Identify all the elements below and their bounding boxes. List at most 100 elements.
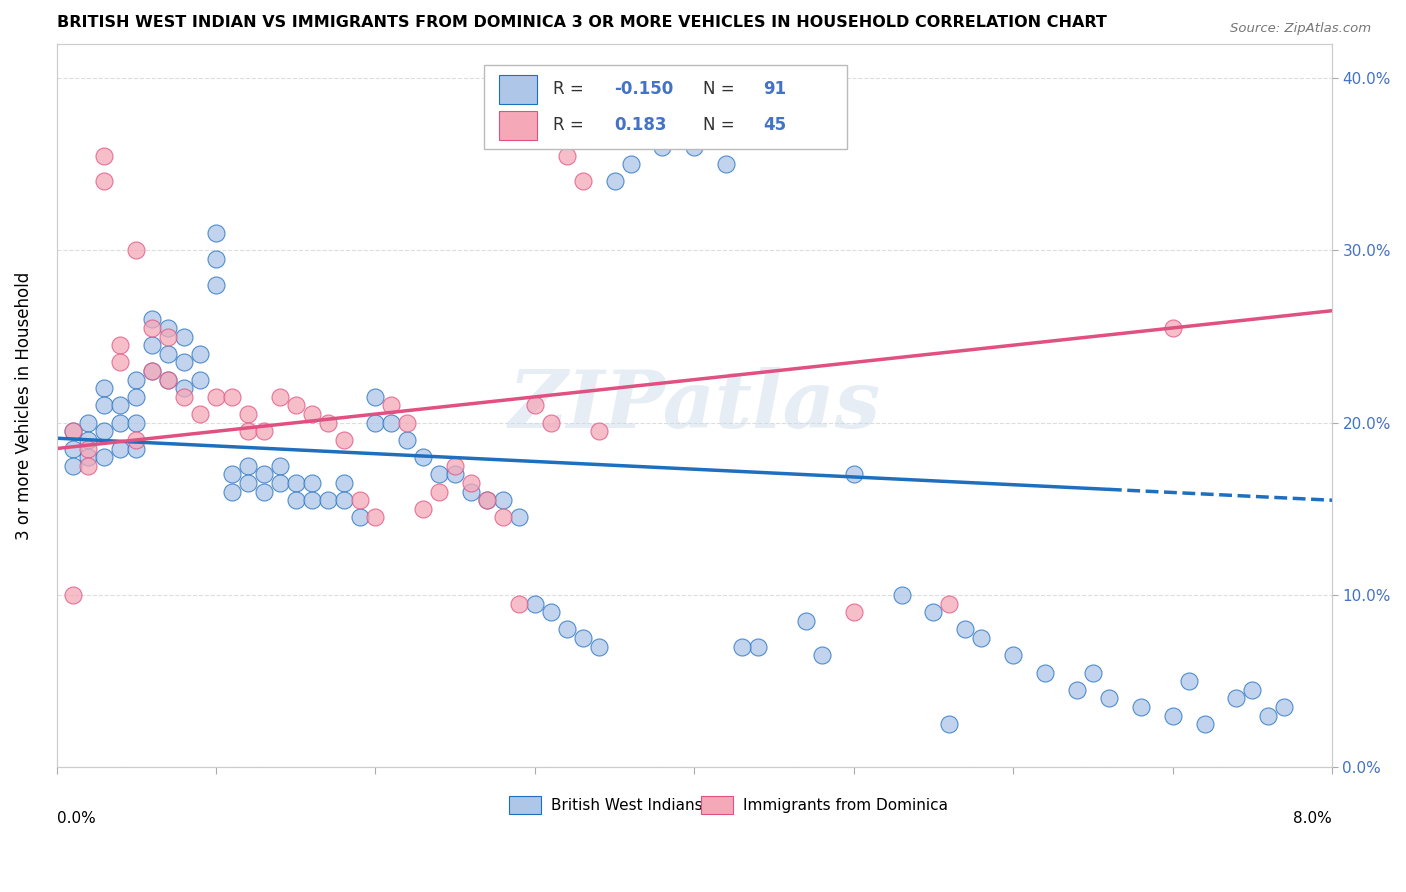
Point [125,390,148,404]
Point [571,631,593,645]
Point [523,399,546,413]
Point [1194,717,1216,731]
Bar [509,797,541,814]
Point [125,373,148,387]
Point [157,373,180,387]
Point [269,458,291,473]
Point [284,493,307,508]
Point [364,510,387,524]
Point [955,623,977,637]
Point [77,416,100,430]
Point [731,640,754,654]
Point [269,475,291,490]
Point [651,140,673,154]
Bar [700,797,733,814]
Point [110,338,132,352]
Point [141,321,163,335]
Point [380,399,402,413]
Point [284,475,307,490]
Point [253,425,276,439]
Point [1225,691,1247,706]
Point [93,381,115,395]
Point [93,450,115,465]
Point [110,442,132,456]
Point [236,425,259,439]
Point [890,588,912,602]
Point [141,364,163,378]
Point [301,493,323,508]
Point [427,484,450,499]
Point [77,450,100,465]
Point [794,614,817,628]
Point [555,148,578,162]
Point [364,390,387,404]
Point [93,148,115,162]
Point [747,640,769,654]
Point [188,407,211,421]
Point [284,399,307,413]
Point [811,648,834,663]
Point [1066,682,1088,697]
Point [316,416,339,430]
Point [332,475,354,490]
Point [938,597,960,611]
Text: -0.150: -0.150 [614,80,673,98]
Point [157,373,180,387]
Point [460,484,482,499]
Point [62,425,84,439]
Point [508,597,530,611]
Point [588,425,610,439]
Point [1002,648,1025,663]
Point [205,277,228,292]
Text: ZIPatlas: ZIPatlas [509,367,880,444]
Point [173,329,195,343]
Point [842,605,865,619]
Point [1081,665,1104,680]
Text: 45: 45 [763,117,786,135]
Point [412,450,434,465]
Point [1272,700,1295,714]
Point [444,467,467,482]
Point [301,407,323,421]
Point [173,355,195,369]
Point [412,501,434,516]
Point [188,347,211,361]
Point [141,364,163,378]
Point [62,425,84,439]
Text: 0.0%: 0.0% [56,811,96,826]
Point [205,390,228,404]
Point [444,458,467,473]
Point [141,312,163,326]
Text: BRITISH WEST INDIAN VS IMMIGRANTS FROM DOMINICA 3 OR MORE VEHICLES IN HOUSEHOLD : BRITISH WEST INDIAN VS IMMIGRANTS FROM D… [56,15,1107,30]
Text: 91: 91 [763,80,786,98]
Point [1161,321,1184,335]
Point [62,458,84,473]
Point [236,458,259,473]
Text: R =: R = [553,80,589,98]
Text: British West Indians: British West Indians [551,798,703,814]
Point [540,605,562,619]
Point [842,467,865,482]
Point [110,416,132,430]
Text: 0.183: 0.183 [614,117,666,135]
Text: Immigrants from Dominica: Immigrants from Dominica [742,798,948,814]
Point [1129,700,1152,714]
Point [157,321,180,335]
Point [173,381,195,395]
Point [253,467,276,482]
Point [77,433,100,447]
Point [93,174,115,188]
Point [157,347,180,361]
Point [236,407,259,421]
Point [475,493,498,508]
Point [332,493,354,508]
Point [508,510,530,524]
Point [588,640,610,654]
Point [396,433,419,447]
Point [110,355,132,369]
Point [1177,674,1199,689]
Bar [499,75,537,103]
Point [1241,682,1264,697]
Point [77,458,100,473]
Point [1257,708,1279,723]
